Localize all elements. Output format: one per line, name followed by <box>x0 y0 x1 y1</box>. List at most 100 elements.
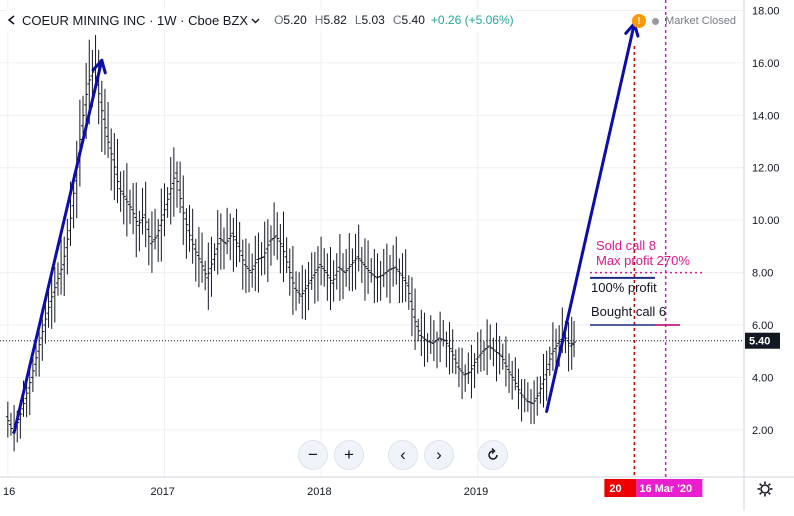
settings-gear-icon[interactable] <box>760 484 770 494</box>
settings-gear-tooth <box>767 491 771 495</box>
scroll-right-button[interactable]: › <box>424 440 454 470</box>
price-bar <box>475 332 480 374</box>
price-bar <box>538 376 543 404</box>
price-bar <box>378 261 383 301</box>
symbol-title-text: COEUR MINING INC · 1W · Cboe BZX <box>22 12 249 28</box>
profit-label: 100% profit <box>591 280 657 295</box>
chevron-down-icon[interactable] <box>251 13 260 28</box>
price-bar <box>121 170 126 225</box>
price-bar <box>522 378 527 413</box>
scroll-left-button[interactable]: ‹ <box>388 440 418 470</box>
symbol-title[interactable]: COEUR MINING INC · 1W · Cboe BZX <box>22 13 260 28</box>
price-bar <box>478 329 483 372</box>
price-bar <box>294 271 299 311</box>
y-tick-label: 8.00 <box>752 268 773 280</box>
max-profit-label: Max profit 270% <box>596 253 690 268</box>
price-bar <box>525 382 530 412</box>
x-tick-label: 2018 <box>307 486 331 498</box>
price-bar <box>131 182 136 235</box>
price-bar <box>143 181 148 248</box>
price-bar <box>5 401 10 438</box>
market-status-text: Market Closed <box>665 15 736 27</box>
price-bar <box>272 202 277 256</box>
price-bar <box>37 327 42 377</box>
price-bar <box>431 320 436 362</box>
zoom-out-button[interactable]: − <box>298 440 328 470</box>
price-bar <box>394 236 399 285</box>
price-bar <box>165 187 170 218</box>
warning-icon[interactable]: ! <box>632 14 647 28</box>
price-bar <box>297 272 302 304</box>
price-bar <box>472 353 477 389</box>
price-bar <box>221 227 226 270</box>
reset-icon <box>488 447 498 460</box>
last-price-tag <box>745 332 780 349</box>
price-bar <box>231 217 236 272</box>
price-bar <box>485 319 490 376</box>
price-bar <box>362 238 367 301</box>
price-bar <box>500 343 505 370</box>
price-bar <box>488 324 493 360</box>
price-bar <box>109 128 114 191</box>
x-tick-label: 2019 <box>464 486 488 498</box>
price-bar <box>27 366 32 416</box>
price-bar <box>541 353 546 408</box>
price-bar <box>547 346 552 376</box>
price-bar <box>441 320 446 347</box>
price-bar <box>55 262 60 296</box>
price-bar <box>62 236 67 296</box>
price-bar <box>516 368 521 410</box>
price-bar <box>290 245 295 315</box>
y-tick-label: 6.00 <box>752 320 773 332</box>
price-bar <box>300 265 305 319</box>
reset-chart-button[interactable] <box>478 440 508 470</box>
price-bar <box>256 232 261 293</box>
price-bar <box>247 243 252 293</box>
price-bar <box>153 208 158 250</box>
open-value: O5.20 <box>274 13 307 27</box>
price-bar <box>572 321 577 358</box>
trend-arrow-shaft <box>545 22 636 413</box>
price-bar <box>334 253 339 290</box>
price-bar <box>428 315 433 354</box>
price-bar <box>463 364 468 392</box>
price-bar <box>181 175 186 245</box>
date-tag-red <box>604 479 637 497</box>
price-bar <box>243 238 248 294</box>
price-bar <box>65 218 70 275</box>
price-bar <box>159 188 164 262</box>
price-bar <box>106 102 111 158</box>
price-bar <box>171 147 176 217</box>
price-bar <box>218 213 223 270</box>
price-bar <box>212 243 217 271</box>
price-bar <box>74 140 79 219</box>
zoom-in-button[interactable]: + <box>334 440 364 470</box>
y-tick-label: 12.00 <box>752 163 780 175</box>
price-bar <box>344 249 349 287</box>
price-bar <box>566 322 571 372</box>
collapse-icon[interactable] <box>6 14 18 26</box>
price-bar <box>193 238 198 282</box>
price-bar <box>259 242 264 276</box>
price-bar <box>510 360 515 400</box>
price-bar <box>118 171 123 212</box>
symbol-legend[interactable]: COEUR MINING INC · 1W · Cboe BZX O5.20 H… <box>6 9 514 31</box>
price-bar <box>341 253 346 300</box>
status-dot-icon <box>652 17 660 25</box>
price-bar <box>406 275 411 310</box>
price-bar <box>200 232 205 283</box>
price-bar <box>215 210 220 275</box>
price-bar <box>356 224 361 272</box>
price-bar <box>460 347 465 400</box>
price-bar <box>52 266 57 323</box>
price-bar <box>59 236 64 295</box>
price-bar <box>315 246 320 302</box>
high-number: 5.82 <box>323 13 347 27</box>
price-bar <box>403 249 408 302</box>
price-bar <box>112 133 117 201</box>
price-bar <box>569 316 574 370</box>
price-bar <box>8 412 13 436</box>
price-bar <box>250 253 255 288</box>
